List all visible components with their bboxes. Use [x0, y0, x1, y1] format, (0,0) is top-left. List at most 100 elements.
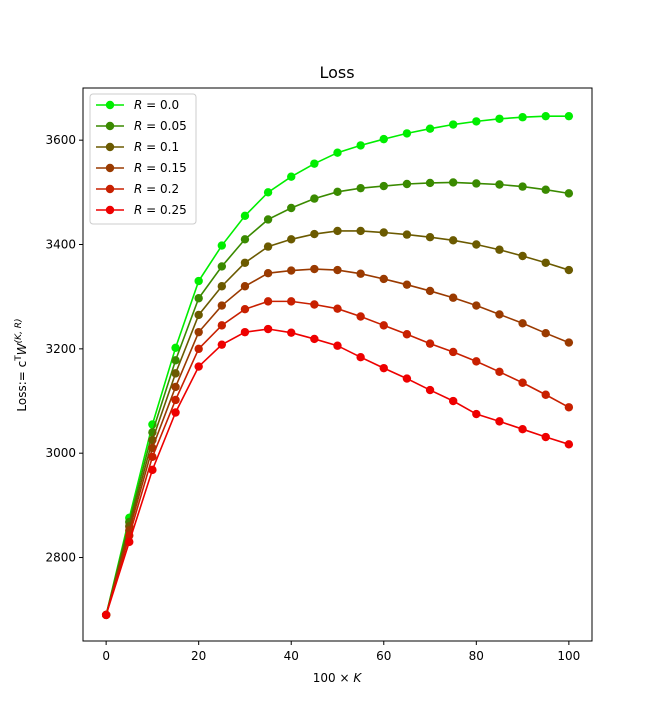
data-point	[194, 276, 203, 286]
data-point	[194, 294, 203, 303]
data-point	[287, 266, 296, 275]
legend-value: = 0.1	[142, 140, 179, 154]
data-point	[541, 329, 550, 338]
data-point	[240, 282, 250, 291]
data-point	[263, 324, 273, 334]
legend-marker	[105, 121, 115, 131]
legend: R = 0.0R = 0.05R = 0.1R = 0.15R = 0.2R =…	[89, 93, 197, 225]
data-point	[518, 378, 527, 387]
data-point	[448, 120, 458, 129]
data-point	[448, 178, 458, 187]
data-point	[356, 226, 365, 236]
data-point	[356, 269, 365, 278]
legend-var: R	[134, 203, 142, 217]
data-point	[356, 183, 365, 193]
data-point	[425, 385, 435, 395]
legend-var: R	[134, 98, 142, 112]
data-point	[333, 187, 342, 197]
data-point	[425, 178, 435, 188]
y-tick-label: 2800	[45, 551, 76, 565]
legend-item-1: R = 0.05	[96, 119, 187, 133]
data-point	[171, 382, 180, 392]
data-point	[171, 356, 180, 365]
data-point	[171, 343, 180, 353]
data-point	[495, 114, 504, 123]
data-point	[402, 280, 412, 289]
data-point	[448, 396, 458, 406]
legend-var: R	[134, 119, 142, 133]
legend-marker	[105, 100, 115, 110]
data-point	[194, 362, 203, 371]
x-tick-label: 0	[102, 649, 110, 663]
data-point	[541, 432, 550, 442]
data-point	[495, 310, 504, 319]
data-point	[425, 233, 435, 242]
y-axis-label-sup: T	[14, 355, 24, 362]
data-point	[495, 367, 504, 376]
legend-var: R	[134, 182, 142, 196]
legend-value: = 0.0	[142, 98, 179, 112]
data-point	[263, 215, 273, 224]
data-point	[287, 328, 296, 337]
y-axis-label-prefix: Loss:= c	[15, 361, 29, 412]
data-point	[564, 265, 574, 275]
data-point	[171, 395, 180, 405]
data-point	[379, 321, 388, 330]
data-point	[518, 182, 527, 191]
data-point	[425, 286, 435, 296]
legend-label: R = 0.0	[134, 98, 179, 112]
data-point	[263, 188, 273, 197]
data-point	[333, 265, 342, 275]
legend-marker	[105, 205, 115, 215]
legend-var: R	[134, 140, 142, 154]
data-point	[402, 230, 412, 239]
x-tick-label: 20	[191, 649, 206, 663]
data-point	[263, 269, 273, 278]
data-point	[217, 262, 227, 271]
data-point	[310, 264, 319, 274]
data-point	[217, 282, 227, 291]
data-point	[541, 185, 550, 194]
legend-value: = 0.2	[142, 182, 179, 196]
data-point	[287, 297, 296, 306]
y-axis-label-sup2: (K, R)	[14, 318, 24, 343]
chart-title: Loss	[319, 63, 354, 82]
data-point	[333, 341, 342, 350]
x-axis-label-var: K	[353, 671, 362, 685]
series-3	[101, 264, 574, 620]
y-tick-label: 3000	[45, 446, 76, 460]
legend-marker	[105, 163, 115, 173]
data-point	[310, 159, 319, 168]
legend-value: = 0.15	[142, 161, 186, 175]
data-point	[171, 408, 180, 417]
data-point	[518, 113, 527, 122]
data-point	[402, 129, 412, 138]
legend-item-2: R = 0.1	[96, 140, 179, 154]
legend-label: R = 0.25	[134, 203, 187, 217]
data-point	[402, 179, 412, 189]
data-point	[448, 347, 458, 357]
data-point	[379, 134, 388, 144]
data-point	[402, 374, 412, 383]
data-point	[541, 111, 550, 121]
series-5	[101, 324, 574, 620]
data-point	[379, 274, 388, 284]
data-point	[240, 327, 250, 337]
data-point	[125, 537, 134, 547]
data-point	[240, 211, 250, 221]
data-point	[240, 258, 250, 267]
y-axis-label: Loss:= cTW(K, R)	[14, 318, 29, 411]
legend-item-4: R = 0.2	[96, 182, 179, 196]
data-point	[518, 424, 527, 434]
plot-frame	[82, 87, 593, 642]
data-point	[194, 310, 203, 320]
x-tick-label: 80	[469, 649, 484, 663]
axis-ticks: 0 20 40 60 80 100 2800 3000 3200 3400 3600	[45, 133, 580, 663]
data-point	[240, 235, 250, 244]
data-point	[194, 344, 203, 354]
data-point	[564, 338, 574, 347]
data-point	[101, 610, 111, 620]
legend-marker	[105, 184, 115, 194]
data-point	[425, 124, 435, 133]
